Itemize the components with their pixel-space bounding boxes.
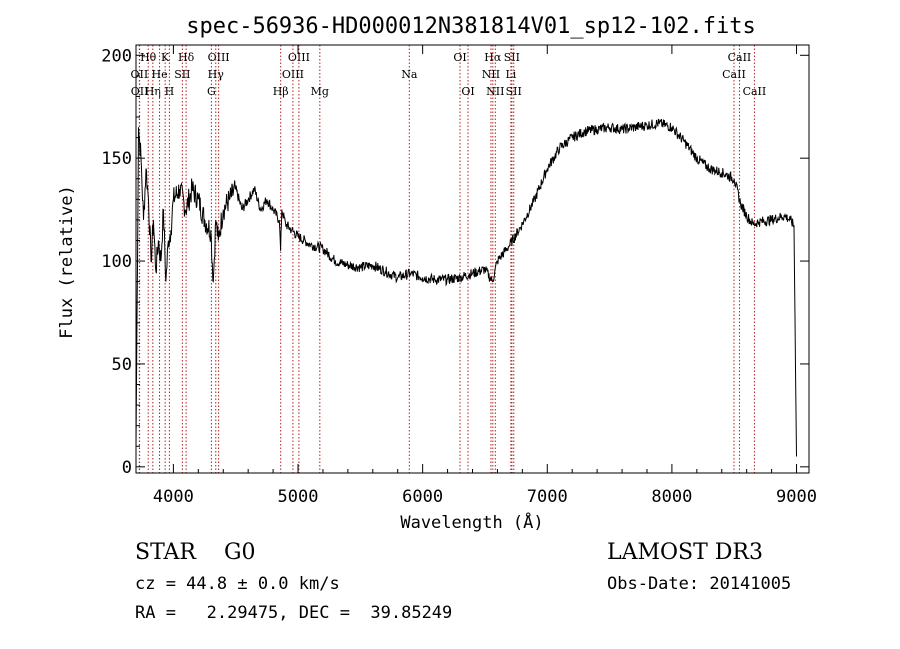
y-tick-label: 0 [122, 458, 132, 478]
spectral-line-label: Li [505, 68, 516, 81]
spectral-line-label: H [165, 85, 175, 98]
spectral-line-label: OI [461, 85, 474, 98]
x-tick-label: 6000 [402, 487, 443, 507]
spectral-line-label: CaII [722, 68, 746, 81]
spectral-line-label: Hθ [140, 51, 157, 64]
spectral-line-label: He [152, 68, 168, 81]
spectral-line-label: SII [504, 51, 520, 64]
x-tick-label: 4000 [153, 487, 194, 507]
survey-name: LAMOST DR3 [607, 540, 763, 565]
spectral-line-label: NII [482, 68, 500, 81]
spectral-line-label: Hγ [208, 68, 225, 81]
spectrum-line [135, 118, 797, 457]
spectral-line-label: Na [401, 68, 418, 81]
x-tick-label: 8000 [651, 487, 692, 507]
spectral-line-label: K [161, 51, 170, 64]
plot-frame [135, 44, 810, 474]
x-tick-label: 9000 [776, 487, 817, 507]
spectral-line-label: SII [174, 68, 190, 81]
redshift-cz: cz = 44.8 ± 0.0 km/s [135, 574, 340, 594]
spectral-line-label: G [207, 85, 216, 98]
chart-title: spec-56936-HD000012N381814V01_sp12-102.f… [186, 14, 756, 39]
y-tick-label: 200 [101, 46, 132, 66]
spectral-line-label: OIII [208, 51, 230, 64]
spectral-line-label: OI [453, 51, 466, 64]
spectral-line-label: NII [486, 85, 504, 98]
x-tick-label: 7000 [527, 487, 568, 507]
spectral-line-label: Hδ [178, 51, 195, 64]
y-tick-label: 100 [101, 252, 132, 272]
x-axis-label: Wavelength (Å) [400, 511, 543, 533]
spectral-line-label: OII [131, 85, 149, 98]
spectral-line-label: Mg [311, 85, 329, 98]
spectral-line-label: CaII [743, 85, 767, 98]
spectral-line-label: Hη [145, 85, 161, 98]
observation-date: Obs-Date: 20141005 [607, 574, 792, 594]
spectral-line-label: CaII [728, 51, 752, 64]
coordinates: RA = 2.29475, DEC = 39.85249 [135, 603, 453, 623]
axis-ticks: 4000 5000 6000 7000 8000 9000 0 50 100 150 200 [101, 45, 817, 507]
spectral-line-label: OIII [288, 51, 310, 64]
y-tick-label: 150 [101, 149, 132, 169]
spectral-line-label: Hα [484, 51, 502, 64]
spectral-line-label: OIII [282, 68, 304, 81]
object-class: STAR G0 [135, 540, 256, 565]
y-axis-label: Flux (relative) [57, 185, 77, 339]
x-tick-label: 5000 [278, 487, 319, 507]
spectral-line-label: Hβ [273, 85, 289, 98]
y-tick-label: 50 [112, 355, 132, 375]
spectral-line-label: SII [506, 85, 522, 98]
